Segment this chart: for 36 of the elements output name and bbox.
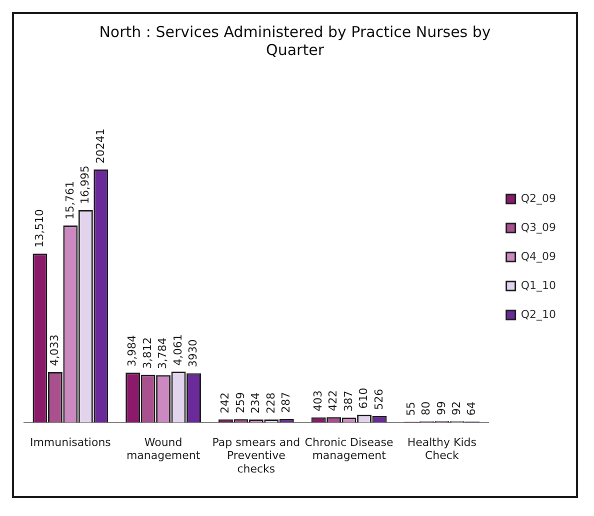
data-label: 4,033: [48, 334, 62, 366]
data-label: 3,784: [156, 338, 170, 370]
x-tick-label: Wound management: [126, 436, 201, 462]
data-label: 3,984: [126, 335, 139, 367]
x-tick-label: Pap smears and Preventive checks: [212, 436, 300, 476]
legend-label: Q1_10: [520, 278, 556, 292]
data-label: 242: [218, 392, 232, 414]
data-label: 80: [420, 401, 433, 416]
data-label: 99: [434, 401, 448, 416]
data-label: 4,061: [171, 334, 184, 366]
legend-label: Q2_09: [520, 192, 556, 205]
data-label: 64: [465, 402, 478, 416]
x-tick-label: Healthy Kids Check: [407, 436, 477, 462]
x-tick-label: Chronic Disease management: [304, 436, 394, 462]
data-label: 92: [450, 401, 463, 416]
data-label: 403: [311, 390, 324, 412]
data-label: 3930: [186, 339, 200, 368]
x-tick-label: Immunisations: [30, 436, 112, 449]
data-label: 15,761: [63, 180, 76, 220]
data-label: 20241: [94, 128, 107, 164]
data-label: 3,812: [140, 337, 154, 369]
legend-label: Q3_09: [520, 220, 556, 234]
data-label: 287: [279, 392, 292, 413]
data-label: 259: [234, 392, 247, 414]
data-label: 422: [326, 390, 340, 412]
data-label: 234: [249, 392, 262, 414]
data-label: 387: [342, 390, 355, 412]
legend-label: Q2_10: [520, 308, 556, 321]
data-label: 16,995: [78, 166, 92, 204]
data-label: 55: [404, 402, 418, 416]
data-label: 13,510: [32, 209, 46, 248]
data-label: 228: [264, 392, 278, 414]
chart-title: North : Services Administered by Practice Nurses by Quarter: [99, 22, 491, 59]
data-label: 526: [372, 388, 386, 410]
data-label: 610: [357, 388, 370, 409]
legend-label: Q4_09: [520, 250, 556, 263]
